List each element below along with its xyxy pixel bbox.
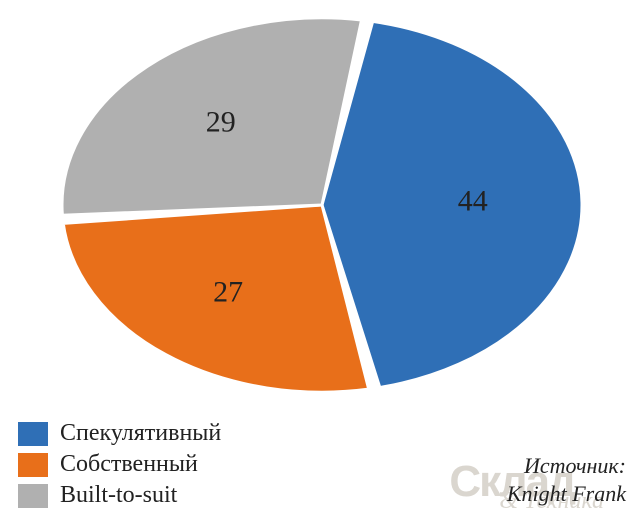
pie-chart: 44 27 29: [0, 0, 644, 420]
legend-label-1: Собственный: [60, 451, 198, 478]
source: Источник: Knight Frank: [507, 452, 626, 507]
source-name: Knight Frank: [507, 481, 626, 506]
legend-swatch-1: [18, 453, 48, 477]
legend-item-2: Built-to-suit: [18, 482, 221, 509]
legend-label-0: Спекулятивный: [60, 420, 221, 447]
pie-slice: [322, 21, 582, 387]
legend-item-1: Собственный: [18, 451, 221, 478]
legend: Спекулятивный Собственный Built-to-suit: [18, 420, 221, 513]
pie-slice-label: 29: [206, 105, 236, 138]
pie-slice-label: 27: [213, 276, 243, 309]
pie-slice-label: 44: [458, 184, 488, 217]
legend-swatch-0: [18, 422, 48, 446]
legend-swatch-2: [18, 484, 48, 508]
pie-svg: 44 27 29: [0, 0, 644, 420]
source-prefix: Источник:: [524, 453, 626, 478]
legend-item-0: Спекулятивный: [18, 420, 221, 447]
legend-label-2: Built-to-suit: [60, 482, 177, 509]
